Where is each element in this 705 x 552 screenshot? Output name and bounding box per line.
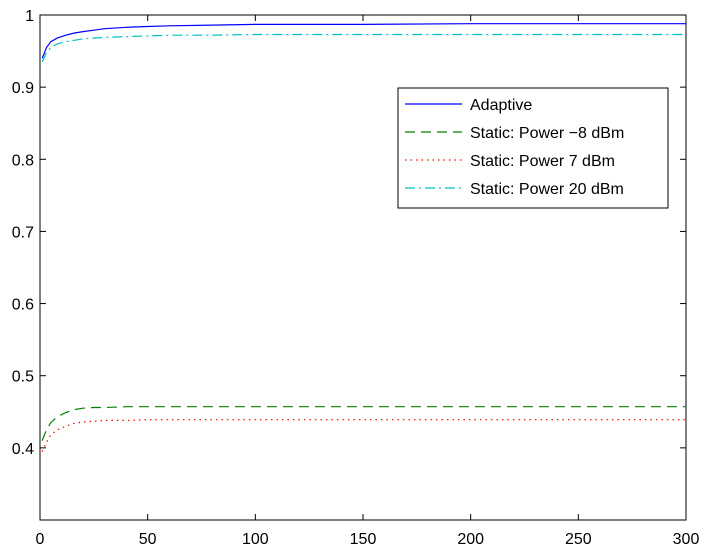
legend-box [397, 87, 669, 209]
axis-ticks: 0 50 100 150 200 250 300 0.4 0.5 0.6 0.7 0.8 0.9 1 [12, 8, 700, 548]
x-tick-label: 300 [673, 531, 700, 548]
x-tick-label: 200 [457, 531, 484, 548]
series-line-0 [41, 23, 686, 59]
legend: Adaptive Static: Power −8 dBm Static: Powe… [397, 87, 669, 209]
x-tick-label: 100 [242, 531, 269, 548]
y-tick-label: 0.6 [12, 297, 34, 314]
y-tick-label: 1 [25, 8, 34, 25]
series-line-3 [41, 33, 686, 63]
series-line-1 [41, 406, 686, 441]
series-line-2 [41, 419, 686, 452]
x-tick-label: 0 [36, 531, 45, 548]
legend-label-3: Static: Power 20 dBm [470, 181, 624, 198]
legend-label-1: Static: Power −8 dBm [470, 125, 624, 142]
x-tick-label: 150 [350, 531, 377, 548]
legend-label-2: Static: Power 7 dBm [470, 153, 615, 170]
x-tick-label: 50 [139, 531, 157, 548]
y-tick-label: 0.7 [12, 224, 34, 241]
y-tick-label: 0.8 [12, 152, 34, 169]
y-tick-label: 0.9 [12, 80, 34, 97]
x-tick-label: 250 [565, 531, 592, 548]
series-lines [41, 23, 686, 452]
legend-label-0: Adaptive [470, 97, 532, 114]
y-tick-label: 0.5 [12, 369, 34, 386]
y-tick-label: 0.4 [12, 441, 34, 458]
